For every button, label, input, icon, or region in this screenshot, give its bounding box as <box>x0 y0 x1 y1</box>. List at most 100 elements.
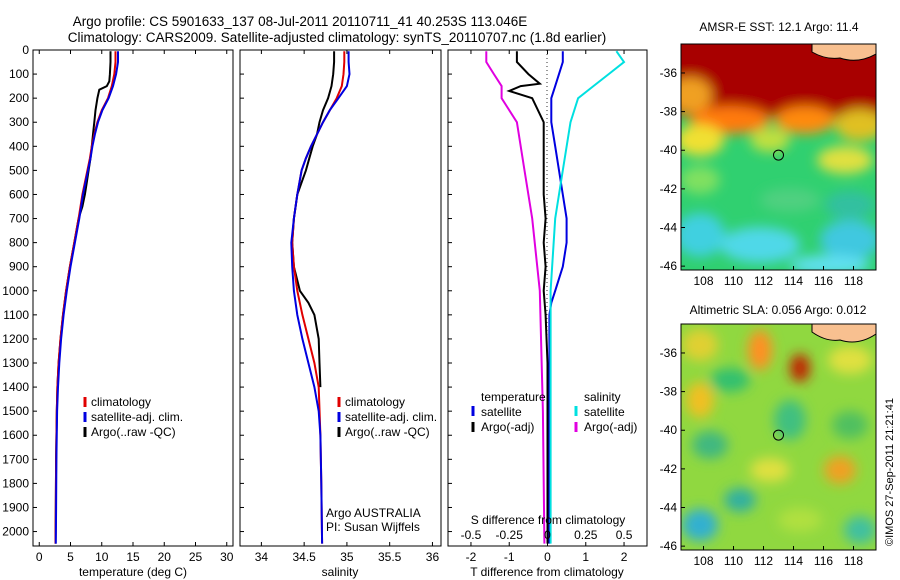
sla-map-frame <box>680 323 877 551</box>
sst-map-frame <box>680 43 877 271</box>
sla-map-panel: Altimetric SLA: 0.056 Argo: 0.012 <box>660 303 877 568</box>
y-tick-label: 600 <box>9 187 29 201</box>
y-tick-label: 800 <box>9 236 29 250</box>
map-x-tick-label: 114 <box>784 554 803 568</box>
x-tick-label: 34.5 <box>292 550 316 564</box>
map-y-tick-label: -42 <box>660 182 678 196</box>
map-y-tick-label: -40 <box>660 423 678 437</box>
y-tick-label: 1700 <box>2 452 29 466</box>
top-tick-label: 0 <box>544 528 551 542</box>
y-tick-label: 1600 <box>2 428 29 442</box>
figure-title-line1: Argo profile: CS 5901633_137 08-Jul-2011… <box>73 14 528 29</box>
x-tick-label: -1 <box>504 550 515 564</box>
map-x-tick-label: 108 <box>693 274 713 288</box>
legend-label-argo: Argo(..raw -QC) <box>91 425 176 439</box>
temperature-panel: 0 5 10 15 20 25 300100200300400500600700800900… <box>2 43 233 579</box>
map-x-tick-label: 118 <box>844 554 863 568</box>
y-tick-label: 200 <box>9 91 29 105</box>
legend-label-satellite: satellite-adj. clim. <box>345 410 437 424</box>
y-tick-label: 2000 <box>2 525 29 539</box>
map-x-tick-label: 114 <box>784 274 803 288</box>
top-tick-label: -0.25 <box>496 528 524 542</box>
series-line-argo-raw-qc- <box>291 51 336 388</box>
y-tick-label: 400 <box>9 139 29 153</box>
legend-label-s-satellite: satellite <box>584 405 625 419</box>
map-y-tick-label: -44 <box>660 501 678 515</box>
argo-location-marker <box>773 149 784 161</box>
map-y-tick-label: -42 <box>660 462 678 476</box>
y-tick-label: 100 <box>9 67 29 81</box>
x-tick-label: 2 <box>621 550 628 564</box>
map-x-tick-label: 112 <box>754 274 773 288</box>
x-tick-label: 30 <box>220 550 234 564</box>
y-tick-label: 1900 <box>2 500 29 514</box>
map-x-tick-label: 110 <box>724 274 743 288</box>
salinity-plot-frame <box>239 49 442 547</box>
y-tick-label: 500 <box>9 163 29 177</box>
map-y-tick-label: -46 <box>660 539 678 553</box>
map-x-tick-label: 108 <box>693 554 713 568</box>
x-tick-label: 0 <box>544 550 551 564</box>
land-mass <box>811 44 876 61</box>
x-tick-label: 0 <box>36 550 43 564</box>
x-tick-label: 1 <box>582 550 589 564</box>
legend-temperature-heading: temperature <box>481 390 546 404</box>
sst-map-panel: AMSR-E SST: 12.1 Argo: 11.4 <box>660 20 877 288</box>
map-y-tick-label: -40 <box>660 143 678 157</box>
y-tick-label: 1300 <box>2 356 29 370</box>
sla-map-title: Altimetric SLA: 0.056 Argo: 0.012 <box>690 303 867 317</box>
legend-label-t-satellite: satellite <box>481 405 522 419</box>
temperature-xlabel: temperature (deg C) <box>79 565 187 579</box>
land-mass <box>811 324 876 343</box>
y-tick-label: 1400 <box>2 380 29 394</box>
legend-label-climatology: climatology <box>345 395 405 409</box>
salinity-annotation-line1: Argo AUSTRALIA <box>326 506 421 520</box>
top-tick-label: 0.5 <box>616 528 633 542</box>
x-tick-label: 34 <box>255 550 269 564</box>
x-tick-label: 10 <box>95 550 109 564</box>
map-y-tick-label: -38 <box>660 105 678 119</box>
argo-location-marker <box>773 429 784 441</box>
legend-label-s-argo: Argo(-adj) <box>584 420 637 434</box>
difference-panel: -2 -1 0 1 2 -0.5 -0.25 0 0.25 0.5 T difference fr… <box>447 49 648 579</box>
figure-title-line2: Climatology: CARS2009. Satellite-adjuste… <box>68 30 607 45</box>
sst-map-title: AMSR-E SST: 12.1 Argo: 11.4 <box>699 20 859 34</box>
sla-field <box>682 329 876 544</box>
y-tick-label: 900 <box>9 260 29 274</box>
map-y-tick-label: -36 <box>660 66 678 80</box>
map-x-tick-label: 118 <box>844 274 863 288</box>
difference-legend: temperature satellite Argo(-adj) salinit… <box>471 390 637 434</box>
salinity-xlabel: salinity <box>322 565 359 579</box>
x-tick-label: 35 <box>340 550 354 564</box>
top-tick-label: 0.25 <box>574 528 598 542</box>
x-tick-label: 5 <box>67 550 74 564</box>
map-x-tick-label: 112 <box>754 554 773 568</box>
y-tick-label: 1500 <box>2 404 29 418</box>
y-tick-label: 300 <box>9 115 29 129</box>
x-tick-label: 15 <box>126 550 140 564</box>
difference-xlabel: T difference from climatology <box>470 565 624 579</box>
y-tick-label: 1800 <box>2 476 29 490</box>
x-tick-label: 36 <box>426 550 440 564</box>
map-y-tick-label: -44 <box>660 221 678 235</box>
difference-top-label: S difference from climatology <box>471 513 626 527</box>
x-tick-label: -2 <box>466 550 477 564</box>
series-line-temperature-satellite <box>548 51 568 544</box>
y-tick-label: 0 <box>22 43 29 57</box>
map-y-tick-label: -36 <box>660 346 678 360</box>
series-line-salinity-argo-adj- <box>485 51 546 544</box>
salinity-legend: climatology satellite-adj. clim. Argo(..… <box>337 395 437 439</box>
legend-label-climatology: climatology <box>91 395 151 409</box>
temperature-legend: climatology satellite-adj. clim. Argo(..… <box>83 395 183 439</box>
map-x-tick-label: 116 <box>814 274 833 288</box>
map-x-tick-label: 116 <box>814 554 833 568</box>
y-tick-label: 700 <box>9 212 29 226</box>
series-line-salinity-satellite <box>549 50 626 544</box>
credit-stamp: ©IMOS 27-Sep-2011 21:21:41 <box>884 398 896 546</box>
series-line-temperature-argo-adj- <box>506 51 549 544</box>
y-tick-label: 1000 <box>2 284 29 298</box>
salinity-panel: 34 34.5 35 35.5 36 salinity climatology sate… <box>239 49 442 579</box>
series-line-satellite-adj-clim- <box>290 51 351 544</box>
x-tick-label: 20 <box>158 550 172 564</box>
